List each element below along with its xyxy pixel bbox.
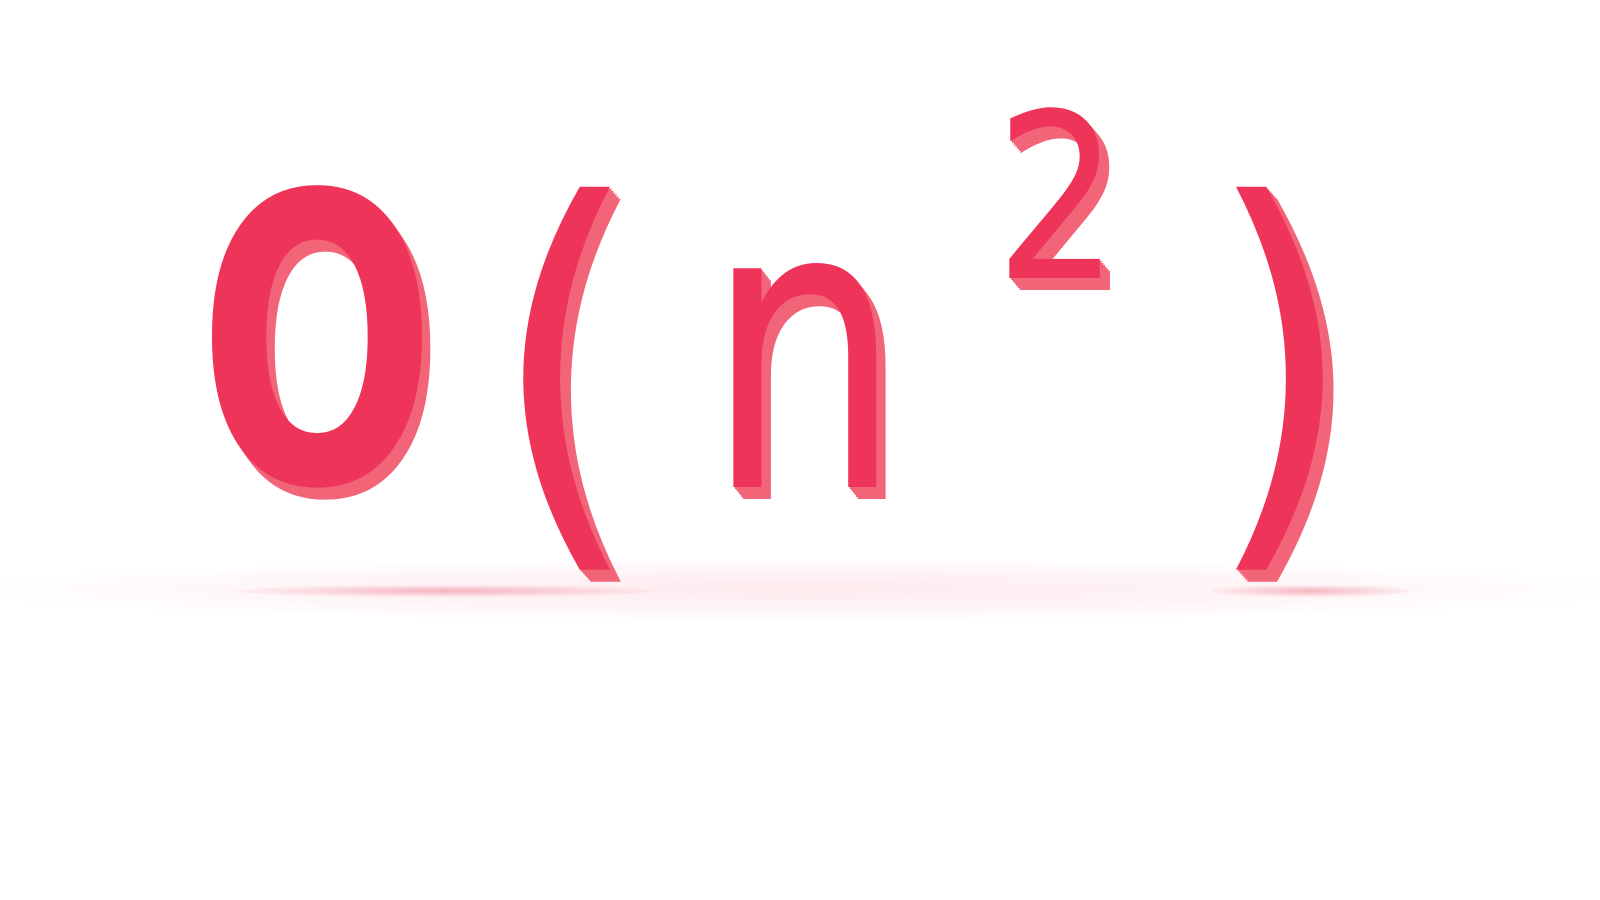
exponent-glyph: 2 [995, 66, 1120, 333]
big-o-glyph: O [198, 112, 437, 577]
big-o-shadow [235, 585, 655, 597]
close-paren-shadow [1210, 585, 1410, 597]
floor-glow [0, 560, 1600, 620]
close-paren-glyph: ) [1205, 115, 1356, 615]
n-variable-glyph: n [705, 117, 903, 582]
open-paren-glyph: ( [490, 115, 641, 615]
